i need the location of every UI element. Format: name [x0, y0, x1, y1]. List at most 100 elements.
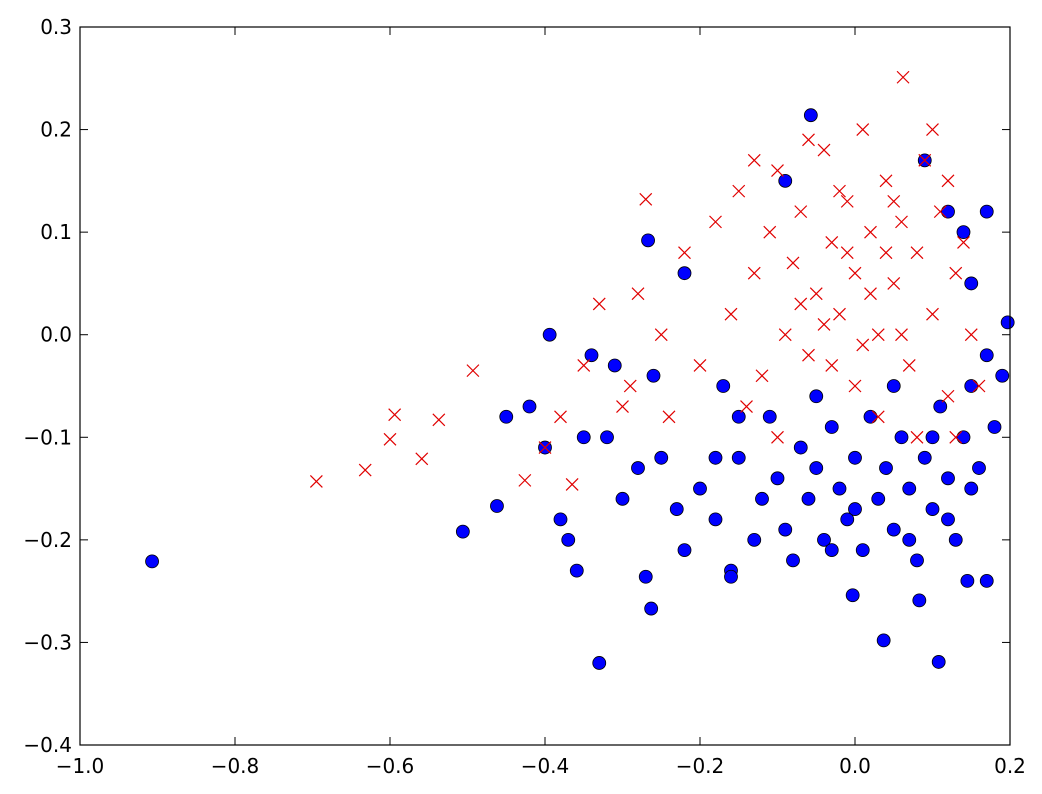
- point: [709, 215, 722, 229]
- point: [910, 553, 924, 568]
- point: [933, 399, 948, 414]
- point: [864, 287, 877, 301]
- point: [979, 348, 994, 363]
- point: [941, 471, 955, 486]
- point: [863, 409, 878, 424]
- point: [926, 307, 939, 321]
- point: [786, 256, 800, 270]
- y-tick-label: −0.1: [23, 425, 72, 449]
- point: [383, 432, 397, 446]
- point: [747, 266, 761, 280]
- point: [499, 409, 514, 424]
- point: [895, 328, 908, 342]
- point: [949, 266, 963, 280]
- point: [887, 194, 901, 208]
- point: [845, 588, 860, 603]
- point: [856, 123, 870, 136]
- point: [778, 328, 792, 342]
- point: [522, 399, 537, 414]
- point: [490, 499, 504, 513]
- point: [964, 276, 979, 291]
- point: [731, 409, 746, 424]
- point: [941, 389, 955, 403]
- point: [902, 532, 917, 547]
- point: [987, 420, 1002, 434]
- point: [793, 440, 808, 455]
- point: [724, 307, 738, 321]
- point: [771, 164, 784, 178]
- point: [415, 452, 429, 466]
- point: [763, 225, 777, 239]
- point: [931, 655, 946, 669]
- point: [654, 450, 669, 465]
- point: [145, 554, 159, 569]
- point: [616, 400, 629, 413]
- point: [817, 532, 831, 547]
- point: [964, 379, 979, 393]
- point: [957, 235, 970, 249]
- point: [886, 379, 901, 393]
- point: [561, 532, 576, 547]
- point: [972, 379, 986, 393]
- y-tick-label: 0.0: [40, 323, 72, 347]
- point: [910, 246, 924, 260]
- point: [972, 461, 986, 475]
- point: [825, 235, 839, 249]
- point: [662, 410, 676, 424]
- point: [623, 379, 637, 393]
- plot-frame: [79, 26, 1011, 746]
- point: [569, 563, 584, 578]
- point: [910, 430, 924, 444]
- point: [879, 174, 893, 188]
- point: [941, 174, 955, 188]
- point: [641, 233, 655, 248]
- y-tick-label: −0.3: [23, 630, 72, 654]
- point: [918, 153, 932, 167]
- point: [895, 215, 908, 229]
- point: [802, 348, 815, 362]
- point: [956, 225, 971, 240]
- point: [925, 430, 940, 445]
- point: [825, 359, 839, 372]
- point: [677, 543, 692, 558]
- y-tick-label: −0.2: [23, 528, 72, 552]
- point: [576, 430, 591, 445]
- point: [979, 204, 994, 219]
- point: [1000, 315, 1015, 330]
- point: [896, 70, 910, 84]
- point: [848, 502, 862, 516]
- point: [755, 369, 769, 383]
- point: [948, 532, 963, 547]
- point: [770, 471, 785, 486]
- point: [678, 246, 691, 260]
- point: [925, 502, 940, 516]
- point: [693, 359, 707, 372]
- point: [677, 266, 692, 281]
- point: [732, 184, 746, 198]
- point: [358, 463, 372, 477]
- point: [840, 194, 854, 208]
- point: [871, 491, 886, 506]
- point: [584, 348, 599, 363]
- point: [466, 364, 480, 378]
- x-tick-label: −0.8: [211, 754, 260, 778]
- point: [644, 601, 659, 616]
- point: [786, 553, 800, 568]
- point: [538, 441, 552, 454]
- point: [669, 502, 684, 516]
- point: [879, 461, 893, 475]
- point: [876, 633, 891, 648]
- point: [949, 430, 963, 444]
- x-tick-label: 0.2: [994, 754, 1026, 778]
- y-tick-label: −0.4: [23, 733, 72, 757]
- point: [638, 569, 653, 584]
- marks: [145, 70, 1015, 670]
- point: [871, 328, 885, 342]
- point: [824, 543, 839, 558]
- point: [716, 379, 731, 393]
- point: [801, 491, 816, 506]
- point: [964, 328, 978, 342]
- point: [941, 204, 955, 219]
- point: [833, 184, 846, 198]
